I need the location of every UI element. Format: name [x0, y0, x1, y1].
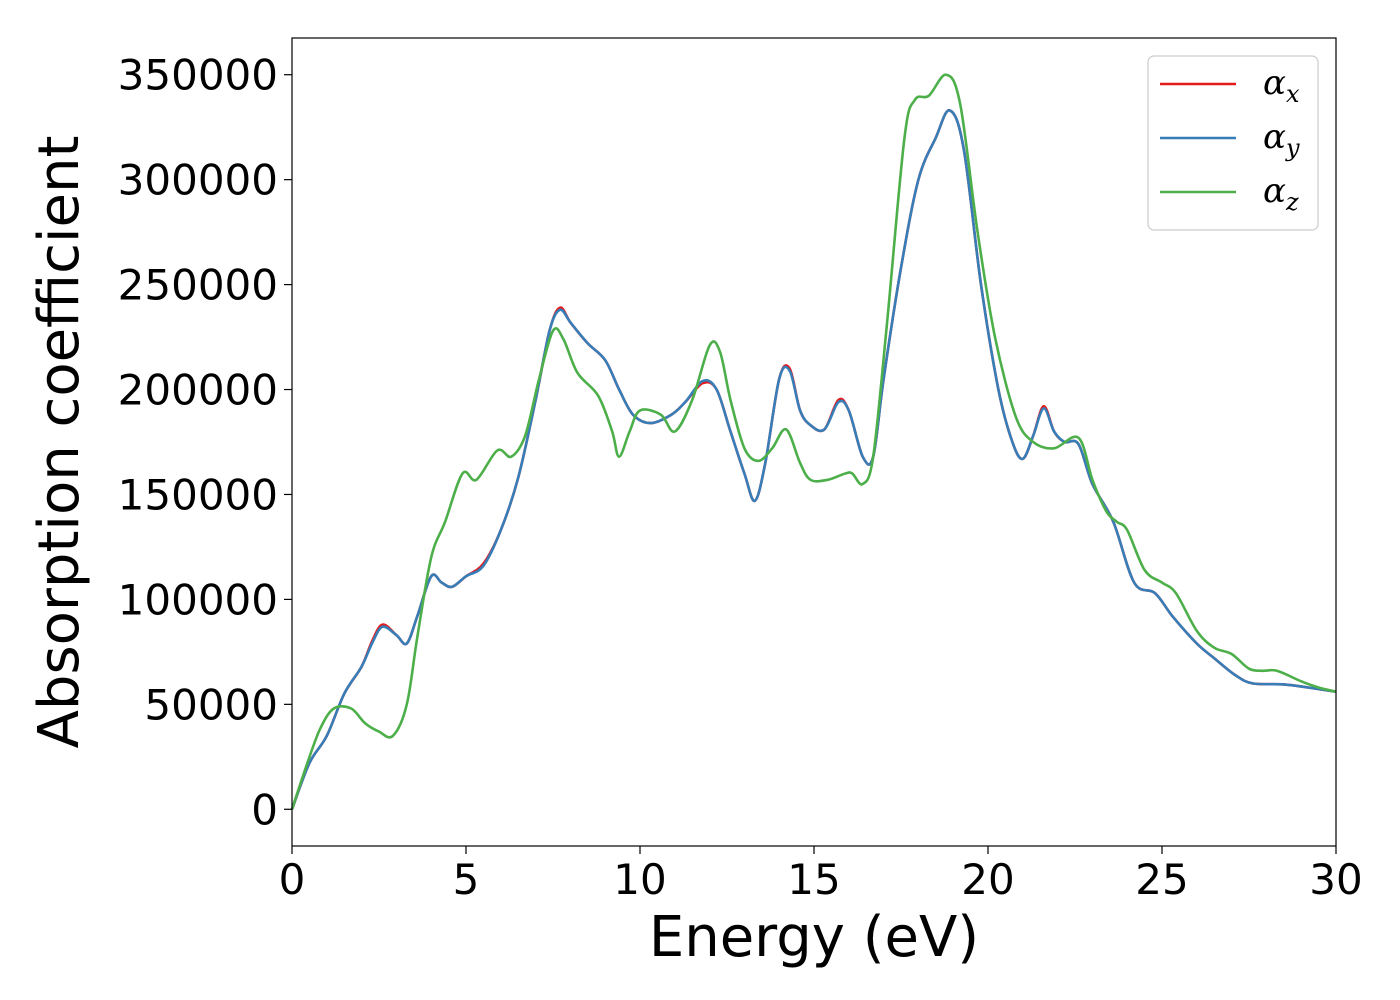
y-tick-label: 0: [251, 785, 278, 834]
x-tick-label: 10: [613, 855, 666, 904]
series-line-y: [290, 109, 1337, 810]
x-tick-label: 5: [453, 855, 480, 904]
y-tick-label: 200000: [118, 366, 278, 415]
series-line-z: [290, 73, 1337, 810]
legend-subscript: y: [1285, 134, 1300, 162]
x-axis-ticks: 0 5 10 15 20 25 30: [279, 846, 1363, 904]
legend-label-z: αz: [1263, 171, 1299, 216]
y-tick-label: 300000: [118, 156, 278, 205]
y-axis-ticks: 0 50000 100000 150000 200000 250000 300000 3500…: [118, 51, 292, 834]
legend-subscript: x: [1286, 80, 1300, 108]
y-tick-label: 100000: [118, 575, 278, 624]
y-axis-label: Absorption coefficient: [27, 136, 92, 749]
y-tick-label: 150000: [118, 470, 278, 519]
y-tick-label: 50000: [144, 680, 278, 729]
y-tick-label: 250000: [118, 261, 278, 310]
legend-symbol: α: [1263, 171, 1286, 211]
x-axis-label: Energy (eV): [649, 905, 979, 970]
x-tick-label: 0: [279, 855, 306, 904]
legend-box: [1147, 55, 1319, 231]
x-tick-label: 30: [1309, 855, 1362, 904]
x-tick-label: 15: [787, 855, 840, 904]
x-tick-label: 20: [961, 855, 1014, 904]
legend-label-x: αx: [1263, 63, 1300, 108]
legend-symbol: α: [1263, 63, 1286, 103]
series-layer: [290, 73, 1337, 810]
y-tick-label: 350000: [118, 51, 278, 100]
legend-subscript: z: [1285, 188, 1299, 216]
legend-symbol: α: [1263, 117, 1286, 157]
x-tick-label: 25: [1135, 855, 1188, 904]
legend-label-y: αy: [1263, 117, 1300, 162]
